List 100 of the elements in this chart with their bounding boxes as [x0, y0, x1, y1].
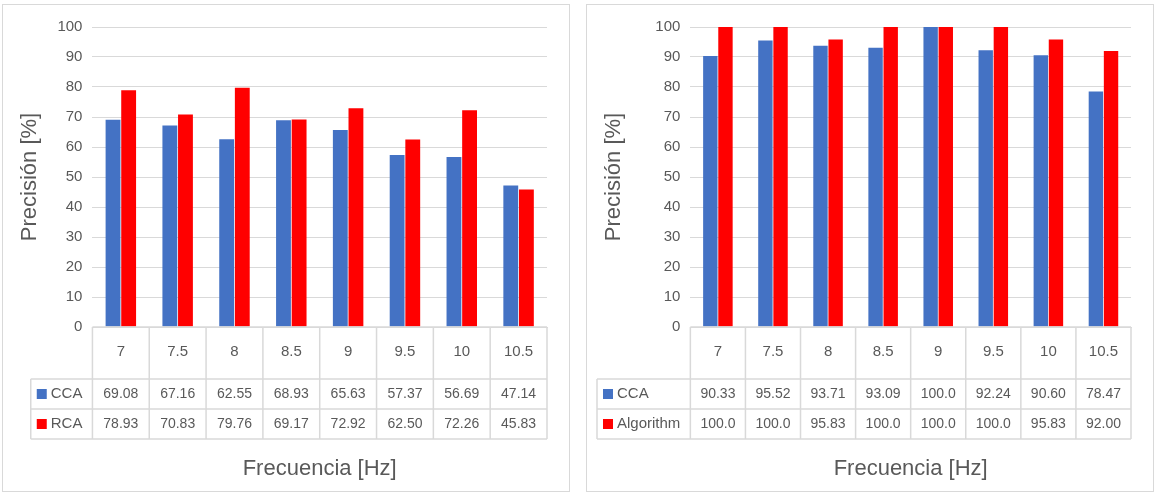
data-label: 95.83 — [810, 414, 846, 431]
data-label: 70.83 — [160, 414, 196, 431]
data-label: 69.08 — [103, 384, 139, 401]
y-tick-label: 40 — [663, 197, 681, 215]
y-tick-label: 90 — [65, 47, 83, 65]
bar — [291, 119, 307, 327]
bar — [234, 87, 250, 327]
legend-label: CCA — [50, 384, 83, 402]
bar — [703, 56, 718, 327]
y-tick-label: 100 — [57, 17, 83, 35]
bar — [446, 156, 462, 327]
data-label: 62.50 — [387, 414, 423, 431]
bar — [758, 40, 773, 327]
y-tick-label: 70 — [65, 107, 83, 125]
x-tick-label: 10 — [453, 342, 471, 360]
bar — [773, 27, 788, 327]
bar — [828, 39, 843, 327]
y-tick-label: 40 — [65, 197, 83, 215]
bar — [503, 185, 519, 327]
bar — [121, 90, 137, 327]
data-label: 56.69 — [444, 384, 480, 401]
data-label: 90.33 — [700, 384, 736, 401]
y-tick-label: 80 — [65, 77, 83, 95]
y-axis-title: Precisión [%] — [16, 112, 42, 242]
x-tick-label: 9 — [343, 342, 353, 360]
data-label: 100.0 — [920, 384, 956, 401]
data-label: 72.92 — [330, 414, 366, 431]
y-tick-label: 10 — [663, 287, 681, 305]
y-tick-label: 0 — [672, 317, 681, 335]
bar — [1103, 51, 1119, 327]
x-tick-label: 8.5 — [280, 342, 302, 360]
data-label: 100.0 — [755, 414, 791, 431]
data-label: 67.16 — [160, 384, 196, 401]
data-label: 95.83 — [1030, 414, 1067, 431]
data-label: 95.52 — [755, 384, 791, 401]
y-tick-label: 30 — [65, 227, 83, 245]
bar — [162, 125, 178, 327]
x-tick-label: 9.5 — [982, 342, 1004, 360]
bar — [348, 108, 364, 327]
y-tick-label: 80 — [663, 77, 681, 95]
bar — [813, 45, 828, 327]
bar — [389, 154, 405, 327]
x-tick-label: 7 — [116, 342, 126, 360]
data-label: 69.17 — [273, 414, 310, 431]
y-tick-label: 70 — [663, 107, 681, 125]
data-label: 57.37 — [387, 384, 423, 401]
legend-label: Algorithm — [617, 414, 681, 432]
bar — [178, 114, 193, 327]
data-label: 100.0 — [975, 414, 1012, 431]
x-tick-label: 7.5 — [167, 342, 189, 360]
x-tick-label: 8 — [823, 342, 833, 360]
data-label: 78.93 — [103, 414, 139, 431]
data-label: 100.0 — [700, 414, 736, 431]
bar — [883, 27, 898, 327]
data-label: 47.14 — [501, 384, 537, 401]
bar — [405, 139, 421, 327]
bar — [276, 120, 291, 327]
bar — [718, 27, 733, 327]
x-tick-label: 10 — [1040, 342, 1057, 360]
bar — [518, 189, 534, 327]
y-tick-label: 50 — [663, 167, 681, 185]
y-tick-label: 30 — [663, 227, 681, 245]
bar — [923, 27, 938, 327]
data-label: 92.24 — [975, 384, 1012, 401]
data-label: 100.0 — [920, 414, 956, 431]
x-tick-label: 8.5 — [872, 342, 894, 360]
x-tick-label: 10.5 — [1088, 342, 1119, 360]
x-tick-label: 8 — [230, 342, 239, 360]
x-tick-label: 9 — [934, 342, 943, 360]
y-tick-label: 20 — [663, 257, 681, 275]
data-label: 93.71 — [810, 384, 846, 401]
bar — [332, 130, 348, 327]
bar — [978, 50, 993, 327]
y-axis-title: Precisión [%] — [600, 112, 626, 242]
data-label: 72.26 — [444, 414, 480, 431]
y-tick-label: 50 — [65, 167, 83, 185]
x-axis-title: Frecuencia [Hz] — [833, 455, 988, 481]
bar — [219, 139, 235, 327]
bar — [105, 119, 121, 327]
bar — [1088, 91, 1104, 327]
legend-label: RCA — [50, 414, 83, 432]
data-label: 62.55 — [216, 384, 253, 401]
y-tick-label: 60 — [663, 137, 681, 155]
y-tick-label: 0 — [74, 317, 83, 335]
data-label: 90.60 — [1030, 384, 1067, 401]
data-label: 45.83 — [501, 414, 537, 431]
data-label: 93.09 — [865, 384, 901, 401]
bar — [938, 27, 953, 327]
x-tick-label: 9.5 — [394, 342, 416, 360]
x-axis-title: Frecuencia [Hz] — [242, 455, 397, 481]
bar — [1048, 39, 1064, 327]
x-tick-label: 10.5 — [503, 342, 534, 360]
y-tick-label: 20 — [65, 257, 83, 275]
bar — [993, 27, 1009, 327]
x-tick-label: 7 — [713, 342, 723, 360]
data-label: 78.47 — [1085, 384, 1122, 401]
bar — [1033, 55, 1048, 327]
y-tick-label: 100 — [655, 17, 681, 35]
data-label: 79.76 — [216, 414, 253, 431]
data-label: 68.93 — [273, 384, 310, 401]
